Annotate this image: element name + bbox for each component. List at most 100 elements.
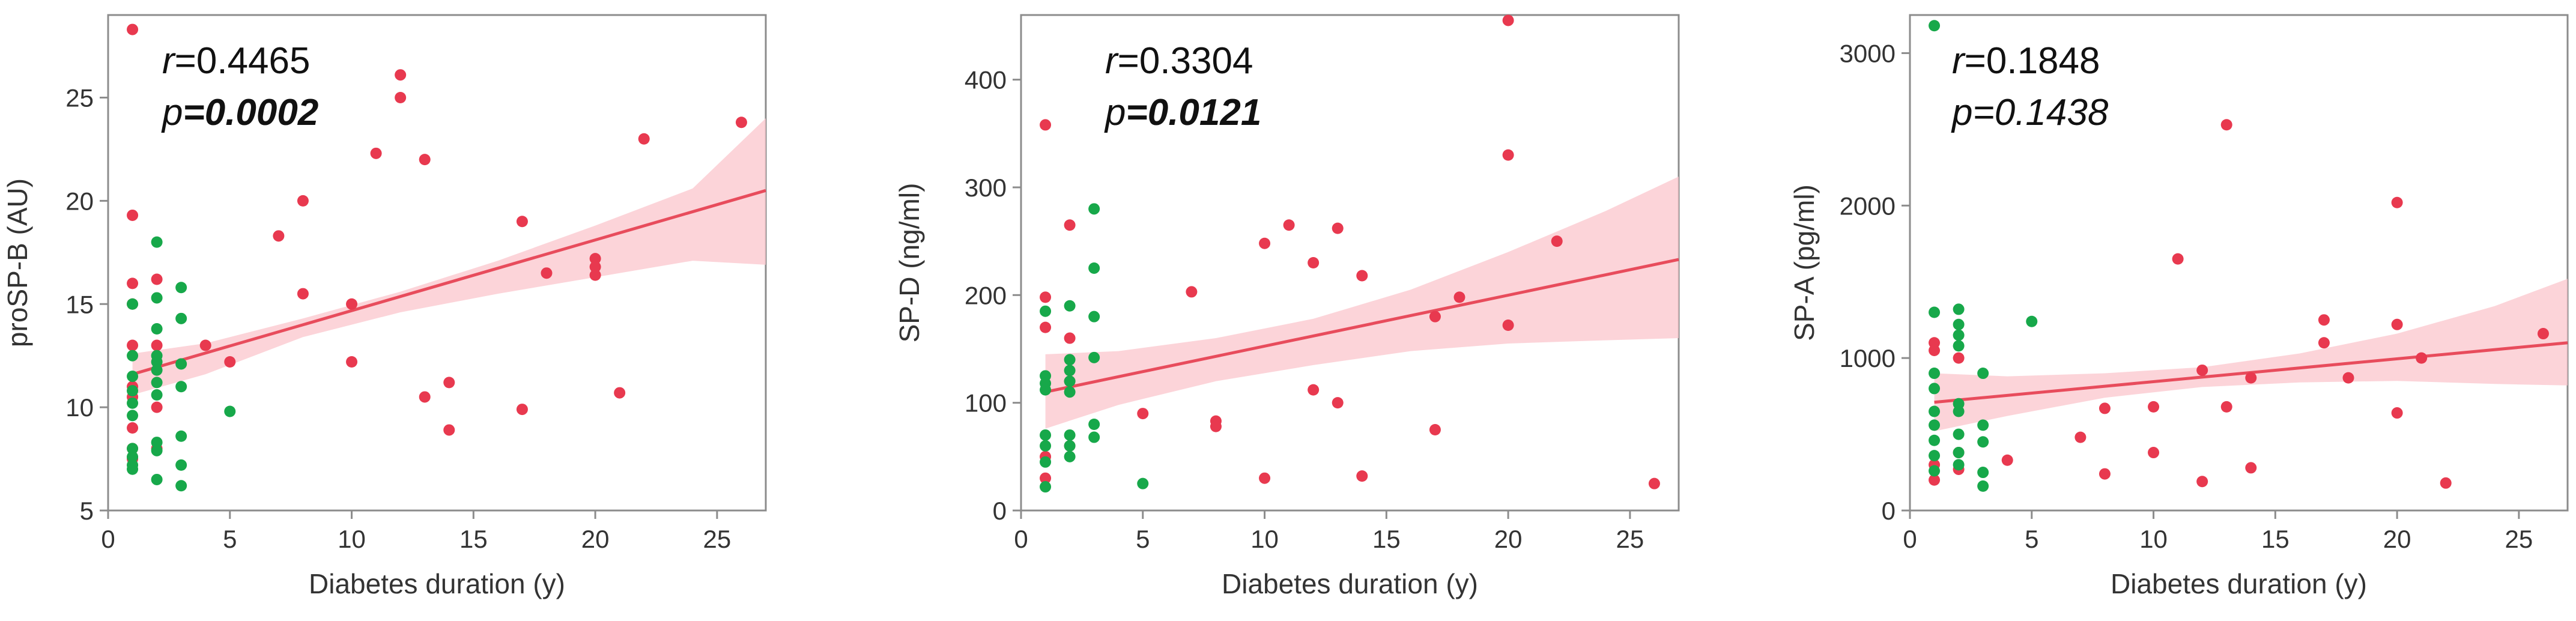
x-tick-label: 0 (1903, 525, 1917, 553)
r-value: =0.3304 (1118, 40, 1253, 82)
scatter-point-green (175, 358, 187, 370)
r-value: =0.4465 (175, 40, 311, 82)
panel-sp-d: 0 5 10 15 20 25 0 100 200 300 400 Diabetes duration… (894, 14, 1680, 599)
y-tick-label: 100 (965, 389, 1007, 417)
scatter-point-red (2148, 447, 2160, 459)
scatter-point-red (443, 424, 455, 436)
scatter-point-red (2245, 462, 2257, 474)
scatter-point-red (297, 195, 309, 207)
scatter-point-red (1040, 472, 1052, 484)
y-tick-label: 200 (965, 281, 1007, 309)
scatter-point-green (127, 451, 139, 463)
scatter-point-red (1064, 219, 1076, 231)
scatter-point-green (127, 410, 139, 422)
scatter-point-green (1977, 467, 1989, 479)
scatter-point-green (1929, 419, 1941, 431)
scatter-point-green (127, 371, 139, 383)
scatter-point-green (1953, 447, 1965, 459)
scatter-point-green (1977, 368, 1989, 380)
scatter-point-green (151, 389, 163, 401)
scatter-point-red (2172, 253, 2184, 265)
scatter-point-red (1502, 149, 1514, 161)
scatter-point-green (127, 397, 139, 409)
scatter-point-green (1064, 300, 1076, 312)
plot-frame (1909, 14, 2569, 512)
scatter-point-green (1137, 477, 1149, 489)
r-annotation: r=0.1848 (1952, 40, 2100, 82)
r-annotation: r=0.4465 (162, 40, 311, 82)
scatter-point-red (1137, 408, 1149, 420)
scatter-point-red (1283, 219, 1295, 231)
scatter-point-green (1953, 405, 1965, 417)
scatter-point-red (2318, 337, 2330, 349)
scatter-point-green (1929, 20, 1941, 32)
y-axis-title: proSP-B (AU) (2, 178, 33, 347)
p-annotation: p=0.0121 (1104, 92, 1261, 133)
scatter-point-green (224, 405, 236, 417)
scatter-point-green (151, 323, 163, 335)
scatter-point-red (1356, 270, 1368, 282)
scatter-point-red (1429, 310, 1441, 323)
scatter-point-green (1088, 310, 1100, 323)
scatter-point-green (1977, 419, 1989, 431)
x-axis-title: Diabetes duration (y) (309, 568, 565, 599)
regression-line (1045, 258, 1679, 394)
scatter-point-red (273, 230, 285, 242)
x-tick-label: 10 (1250, 525, 1279, 553)
scatter-point-red (1929, 474, 1941, 486)
x-tick-label: 15 (1372, 525, 1401, 553)
x-tick-label: 20 (581, 525, 610, 553)
panel-sp-a: 0 5 10 15 20 25 0 1000 2000 3000 Diabetes duration… (1789, 14, 2569, 599)
scatter-point-red (224, 356, 236, 368)
scatter-point-green (127, 350, 139, 362)
scatter-point-green (1088, 203, 1100, 215)
p-symbol: p (161, 92, 183, 133)
scatter-point-red (1502, 14, 1514, 26)
scatter-point-green (1953, 340, 1965, 352)
scatter-point-red (2318, 314, 2330, 326)
scatter-point-green (127, 385, 139, 397)
scatter-point-green (1977, 436, 1989, 448)
scatter-point-green (1064, 450, 1076, 462)
scatter-point-red (1040, 321, 1052, 333)
y-tick-label: 3000 (1840, 39, 1896, 67)
scatter-point-red (2416, 352, 2428, 364)
x-tick-label: 20 (1494, 525, 1523, 553)
scatter-point-red (297, 288, 309, 300)
r-annotation: r=0.3304 (1105, 40, 1253, 82)
scatter-point-green (151, 437, 163, 449)
scatter-point-green (1953, 318, 1965, 330)
scatter-point-green (151, 444, 163, 456)
scatter-point-green (1929, 405, 1941, 417)
p-value: =0.0121 (1126, 92, 1261, 133)
scatter-point-green (1040, 440, 1052, 452)
scatter-point-red (151, 273, 163, 285)
x-tick-label: 0 (1014, 525, 1028, 553)
scatter-point-green (151, 292, 163, 304)
scatter-point-green (151, 350, 163, 362)
confidence-band (1934, 279, 2568, 431)
scatter-point-green (1929, 465, 1941, 477)
scatter-point-red (614, 387, 626, 399)
scatter-point-green (127, 298, 139, 310)
y-tick-label: 25 (65, 84, 94, 112)
scatter-point-red (2099, 468, 2111, 480)
scatter-point-red (346, 356, 358, 368)
scatter-point-green (151, 236, 163, 248)
p-symbol: p (1104, 92, 1126, 133)
scatter-point-red (2196, 476, 2208, 488)
scatter-point-red (395, 69, 407, 81)
scatter-point-red (2245, 372, 2257, 384)
scatter-point-red (1308, 257, 1320, 268)
x-tick-label: 25 (2505, 525, 2533, 553)
scatter-point-red (370, 147, 382, 159)
scatter-point-green (1064, 354, 1076, 366)
scatter-point-red (2440, 477, 2452, 489)
scatter-point-green (151, 377, 163, 389)
y-tick-label: 0 (993, 497, 1007, 525)
scatter-point-red (589, 261, 601, 273)
scatter-point-red (1551, 235, 1563, 247)
x-tick-label: 0 (101, 525, 115, 553)
